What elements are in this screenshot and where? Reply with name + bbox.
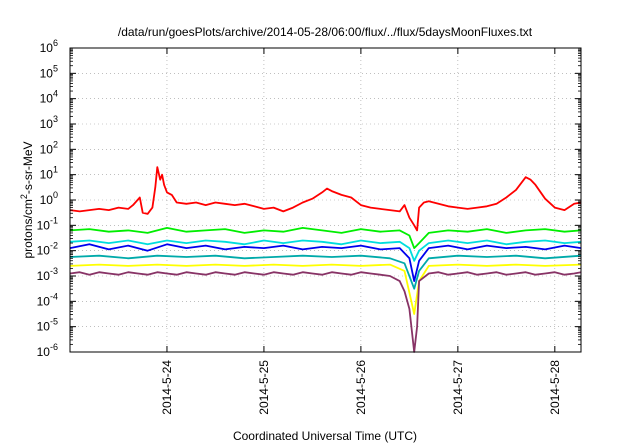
series-line	[69, 254, 582, 290]
y-axis-title-main: protons/cm	[21, 199, 35, 258]
y-axis-title-sup: 2	[19, 194, 29, 199]
y-tick-label: 10-6	[37, 342, 58, 359]
y-axis-title-rest: -s-sr-MeV	[21, 141, 35, 194]
y-tick-label: 104	[40, 89, 58, 106]
x-tick-label: 2014-5-24	[160, 360, 174, 415]
series-line	[69, 239, 582, 262]
y-axis: 106 105 104 103 102 101 100 10-1 10-2 10-3 10-4 10-…	[37, 38, 581, 359]
y-tick-label: 100	[40, 190, 58, 207]
series-line	[69, 226, 582, 250]
x-axis-title: Coordinated Universal Time (UTC)	[233, 429, 417, 443]
plot-area	[69, 166, 582, 353]
y-tick-label: 10-5	[37, 317, 58, 334]
y-tick-label: 105	[40, 63, 58, 80]
series-line	[69, 263, 582, 315]
x-tick-label: 2014-5-28	[548, 360, 562, 415]
y-tick-label: 10-1	[37, 215, 58, 232]
x-tick-label: 2014-5-25	[257, 360, 271, 415]
y-tick-label: 102	[40, 139, 58, 156]
grid-lines	[70, 48, 581, 352]
y-tick-label: 10-3	[37, 266, 58, 283]
x-tick-label: 2014-5-26	[354, 360, 368, 415]
y-tick-label: 10-4	[37, 291, 58, 308]
y-tick-label: 106	[40, 38, 58, 55]
y-tick-label: 101	[40, 165, 58, 182]
series-line	[69, 271, 582, 353]
x-tick-label: 2014-5-27	[451, 360, 465, 415]
x-axis: 2014-5-24 2014-5-25 2014-5-26 2014-5-27 2014…	[160, 48, 562, 415]
y-tick-label: 10-2	[37, 241, 58, 258]
y-axis-title: protons/cm2-s-sr-MeV	[19, 141, 35, 258]
series-line	[69, 243, 582, 283]
chart-title: /data/run/goesPlots/archive/2014-05-28/0…	[118, 25, 533, 39]
y-tick-label: 103	[40, 114, 58, 131]
series-line	[69, 166, 582, 232]
